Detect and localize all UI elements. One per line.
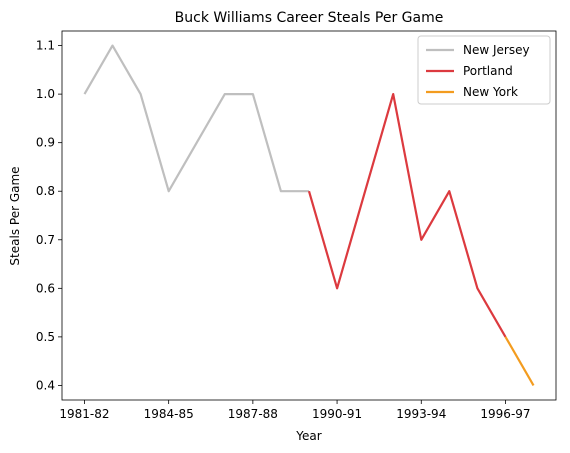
y-tick-label: 0.9 <box>36 136 55 150</box>
x-tick-label: 1984-85 <box>144 407 194 421</box>
chart-title: Buck Williams Career Steals Per Game <box>175 10 444 26</box>
series-line-new-jersey <box>83 44 309 193</box>
y-tick-label: 0.7 <box>36 233 55 247</box>
x-tick-label: 1987-88 <box>228 407 278 421</box>
series-line-portland <box>307 92 507 338</box>
x-tick-label: 1993-94 <box>396 407 446 421</box>
y-tick-label: 0.4 <box>36 378 55 392</box>
plot-frame <box>61 30 557 401</box>
x-axis-label: Year <box>295 429 321 443</box>
legend-box <box>417 35 551 105</box>
legend-label-portland: Portland <box>463 64 513 78</box>
y-axis-label: Steals Per Game <box>8 166 22 265</box>
x-tick-label: 1981-82 <box>59 407 109 421</box>
legend-label-new-york: New York <box>463 85 518 99</box>
y-tick-label: 1.0 <box>36 87 55 101</box>
x-tick-label: 1996-97 <box>480 407 530 421</box>
plot-area: 0.4 0.5 0.6 0.7 0.8 0.9 1.0 1.1 1981-82 1984-85 19… <box>36 30 557 421</box>
x-tick-label: 1990-91 <box>312 407 362 421</box>
y-tick-label: 0.8 <box>36 184 55 198</box>
legend-label-new-jersey: New Jersey <box>463 43 530 57</box>
series-line-new-york <box>504 336 535 386</box>
legend: New Jersey Portland New York <box>417 35 551 105</box>
y-tick-label: 0.5 <box>36 330 55 344</box>
y-tick-label: 0.6 <box>36 281 55 295</box>
y-tick-label: 1.1 <box>36 39 55 53</box>
